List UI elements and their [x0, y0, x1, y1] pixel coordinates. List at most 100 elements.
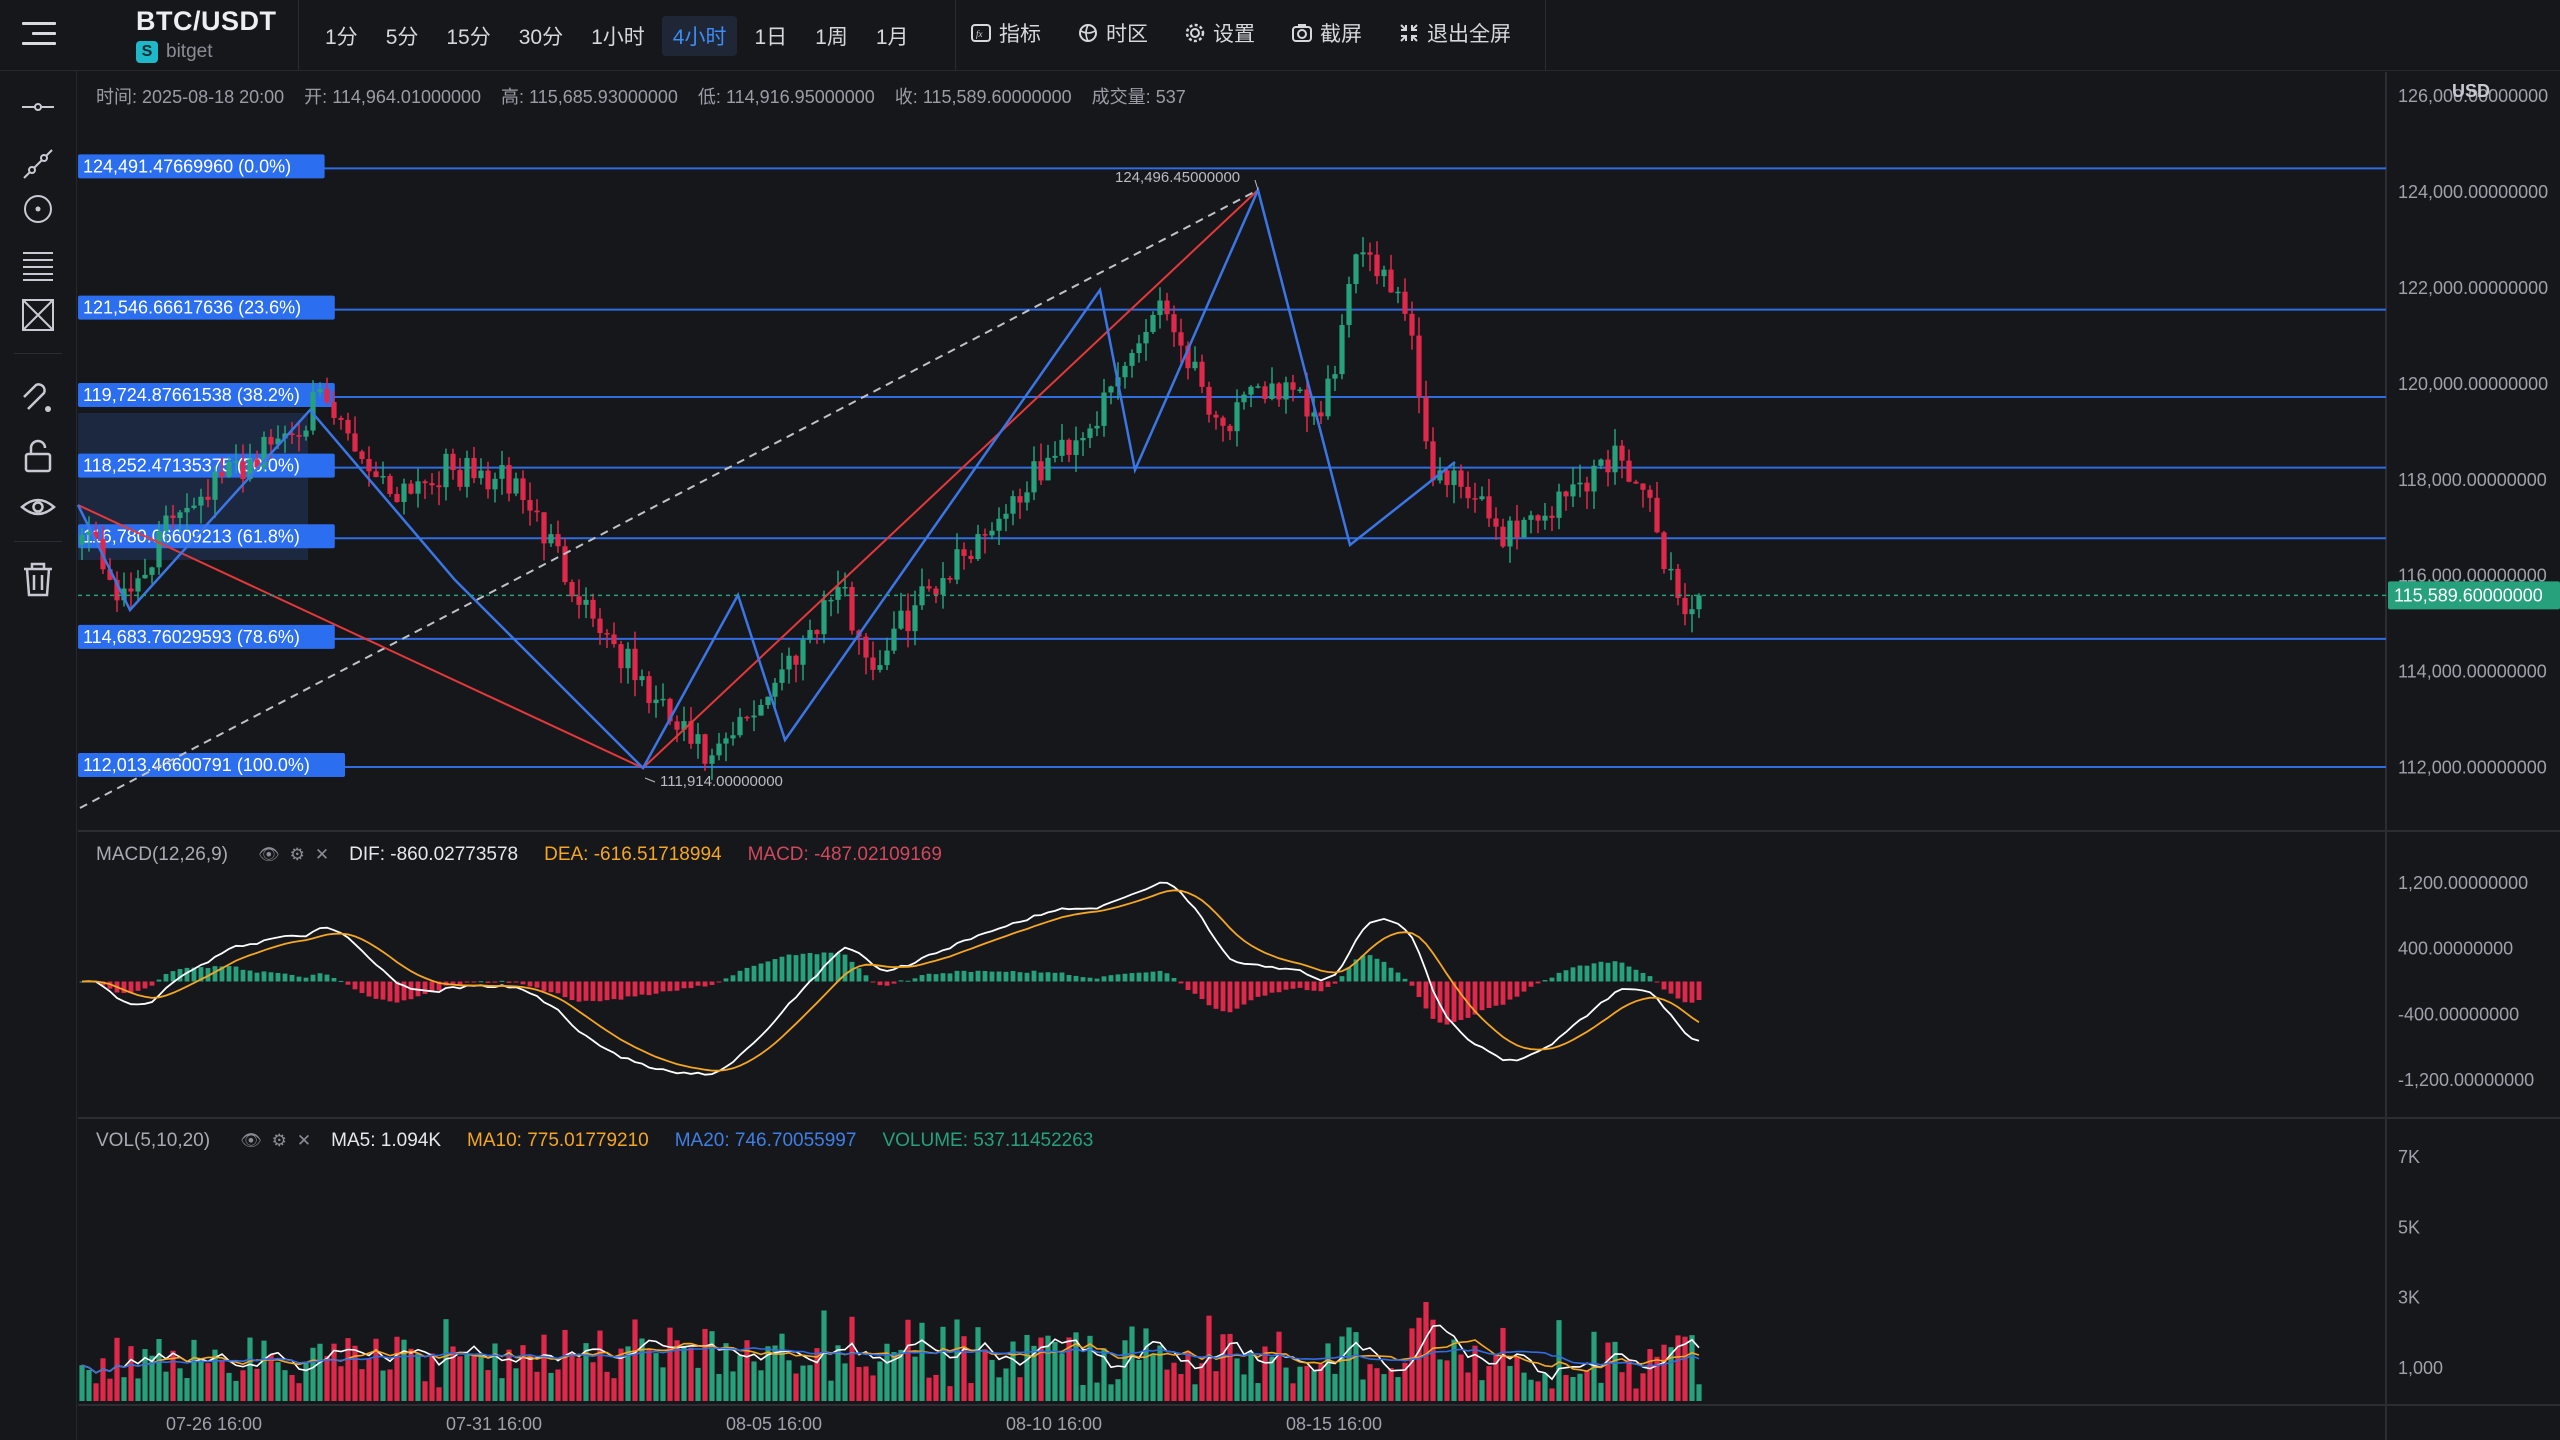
macd-tick-label: 1,200.00000000: [2398, 873, 2528, 893]
trend-line-icon[interactable]: [18, 144, 58, 184]
interval-4[interactable]: 1小时: [591, 26, 645, 49]
macd-bar: [653, 981, 659, 994]
macd-bar: [569, 981, 575, 1001]
candle-body: [1297, 389, 1303, 391]
volume-bar: [1185, 1351, 1191, 1401]
volume-bar: [702, 1328, 708, 1401]
interval-3[interactable]: 30分: [518, 26, 564, 49]
volume-bar: [191, 1339, 197, 1401]
interval-8[interactable]: 1月: [875, 26, 909, 49]
volume-bar: [1304, 1365, 1310, 1401]
candle-body: [240, 461, 246, 480]
separator: [298, 0, 299, 70]
candle-body: [968, 555, 974, 560]
macd-bar: [352, 981, 358, 990]
volume-bar: [1577, 1373, 1583, 1401]
tool-fx[interactable]: fx 指标: [970, 18, 1041, 48]
volume-bar: [891, 1352, 897, 1401]
macd-bar: [1003, 971, 1009, 982]
candle-body: [611, 634, 617, 645]
magnet-icon[interactable]: [18, 379, 58, 419]
candle-body: [702, 734, 708, 764]
horizontal-line-icon[interactable]: [18, 87, 58, 127]
macd-bar: [1591, 963, 1597, 982]
candle-body: [457, 470, 463, 487]
candle-body: [1164, 300, 1170, 315]
macd-bar: [1185, 981, 1191, 990]
macd-bar: [1325, 981, 1331, 987]
macd-bar: [317, 973, 323, 982]
vol-ma20-line: [81, 1346, 1700, 1374]
macd-bar: [695, 981, 701, 986]
pattern-tool-icon[interactable]: [18, 295, 58, 335]
candle-body: [429, 483, 435, 486]
interval-5[interactable]: 4小时: [661, 16, 738, 56]
candle-body: [1038, 461, 1044, 481]
fib-level-label: 121,546.66617636 (23.6%): [83, 298, 301, 318]
circle-tool-icon[interactable]: [18, 189, 58, 229]
candle-body: [1213, 414, 1219, 418]
gear-icon[interactable]: ⚙: [271, 1131, 287, 1150]
volume-bar: [968, 1383, 974, 1401]
macd-bar: [1276, 981, 1282, 993]
candle-body: [324, 389, 330, 403]
eye-icon[interactable]: [18, 487, 58, 527]
eye-hide-icon[interactable]: 👁: [240, 1131, 262, 1150]
macd-bar: [1402, 978, 1408, 982]
macd-bar: [520, 981, 526, 985]
candle-body: [807, 629, 813, 640]
interval-7[interactable]: 1周: [815, 26, 848, 49]
tool-globe[interactable]: 时区: [1077, 18, 1148, 48]
menu-icon[interactable]: [22, 22, 56, 48]
macd-bar: [135, 981, 141, 991]
macd-bar: [121, 981, 127, 994]
candle-body: [1423, 397, 1429, 442]
candle-body: [1311, 412, 1317, 417]
candle-body: [114, 579, 120, 601]
volume-bar: [338, 1366, 344, 1401]
volume-bar: [1423, 1301, 1429, 1401]
tool-camera[interactable]: 截屏: [1291, 18, 1362, 48]
volume-bar: [107, 1378, 113, 1401]
interval-1[interactable]: 5分: [385, 26, 419, 49]
macd-bar: [989, 971, 995, 982]
tool-exit-fullscreen[interactable]: 退出全屏: [1398, 18, 1511, 48]
volume-bar: [688, 1347, 694, 1401]
volume-bar: [282, 1370, 288, 1401]
low-price-marker: 111,914.00000000: [660, 773, 783, 790]
close-icon[interactable]: ✕: [296, 1131, 312, 1150]
volume-bar: [1248, 1351, 1254, 1401]
lock-icon[interactable]: [18, 436, 58, 476]
candle-body: [884, 650, 890, 666]
candle-body: [1304, 389, 1310, 417]
volume-bar: [492, 1343, 498, 1401]
parallel-channel-icon[interactable]: [18, 245, 58, 285]
volume-bar: [121, 1377, 127, 1401]
candle-body: [415, 481, 421, 494]
macd-bar: [828, 952, 834, 982]
macd-bar: [1017, 972, 1023, 982]
tool-gear[interactable]: 设置: [1184, 18, 1255, 48]
interval-6[interactable]: 1日: [754, 26, 788, 49]
macd-bar: [968, 971, 974, 982]
gear-icon[interactable]: ⚙: [289, 845, 305, 864]
macd-bar: [261, 971, 267, 982]
volume-bar: [233, 1380, 239, 1401]
symbol-block[interactable]: BTC/USDT S bitget: [136, 6, 277, 63]
gear-icon: [1184, 22, 1206, 44]
interval-0[interactable]: 1分: [325, 26, 358, 49]
close-icon[interactable]: ✕: [314, 845, 330, 864]
eye-hide-icon[interactable]: 👁: [258, 845, 280, 864]
interval-2[interactable]: 15分: [446, 26, 491, 49]
candle-body: [1066, 439, 1072, 455]
current-price-label: 115,589.60000000: [2394, 585, 2543, 605]
volume-bar: [1318, 1364, 1324, 1401]
candle-body: [1416, 335, 1422, 398]
candle-body: [569, 582, 575, 597]
trash-icon[interactable]: [18, 559, 58, 599]
volume-bar: [1612, 1341, 1618, 1401]
macd-bar: [1150, 971, 1156, 982]
macd-bar: [212, 966, 218, 982]
macd-bar: [1360, 955, 1366, 982]
